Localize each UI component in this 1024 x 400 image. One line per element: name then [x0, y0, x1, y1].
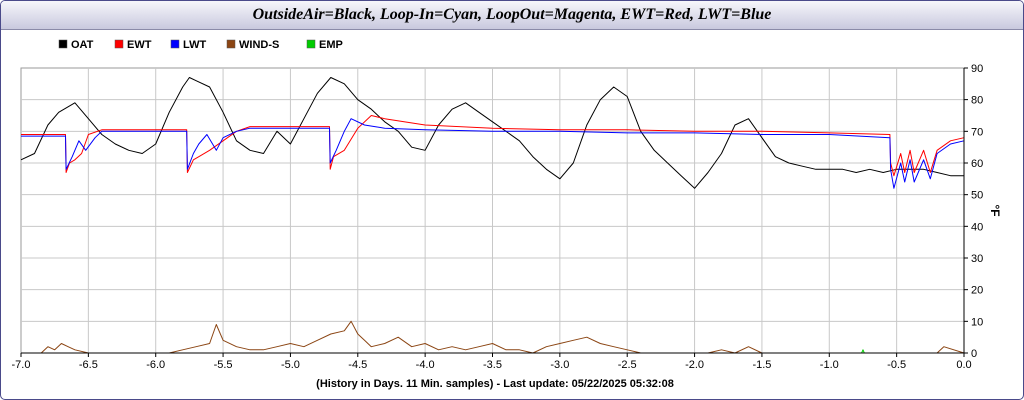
legend-entry: LWT — [183, 39, 206, 51]
x-tick-label: -6.5 — [79, 359, 98, 371]
x-tick-label: -2.0 — [685, 359, 704, 371]
x-tick-label: -1.0 — [820, 359, 839, 371]
x-tick-label: -7.0 — [12, 359, 31, 371]
legend-swatch — [170, 39, 180, 49]
legend-entry: OAT — [71, 39, 94, 51]
y-tick-label: 0 — [971, 348, 977, 360]
legend-swatch — [58, 39, 68, 49]
x-tick-label: 0.0 — [956, 359, 971, 371]
axes: 0 10 20 30 40 50 60 70 80 90 -7.0 -6.5 -6.0 -5.5 -5.0 -… — [12, 63, 984, 371]
x-tick-label: -4.5 — [348, 359, 367, 371]
legend-entry: WIND-S — [239, 39, 279, 51]
y-tick-label: 60 — [971, 158, 983, 170]
y-axis-label: °F — [988, 204, 1002, 216]
y-tick-label: 90 — [971, 63, 983, 75]
grid — [20, 67, 965, 354]
series-line-ewt — [21, 115, 965, 177]
series-line-oat — [20, 77, 964, 189]
x-tick-label: -0.5 — [887, 359, 906, 371]
legend-entry: EWT — [127, 39, 152, 51]
legend: OAT EWT LWT WIND-S EMP — [58, 39, 343, 51]
legend-swatch — [114, 39, 124, 49]
x-tick-label: -5.5 — [214, 359, 233, 371]
legend-swatch — [306, 39, 316, 49]
series-line-lwt — [21, 118, 965, 189]
x-tick-label: -3.5 — [483, 359, 502, 371]
x-tick-label: -6.0 — [146, 359, 165, 371]
y-tick-label: 80 — [971, 95, 983, 107]
y-tick-label: 10 — [971, 316, 983, 328]
chart-title: OutsideAir=Black, Loop-In=Cyan, LoopOut=… — [1, 1, 1023, 30]
legend-entry: EMP — [319, 39, 343, 51]
x-tick-label: -3.0 — [550, 359, 569, 371]
x-tick-label: -4.0 — [416, 359, 435, 371]
legend-swatch — [226, 39, 236, 49]
y-tick-label: 40 — [971, 221, 983, 233]
y-tick-label: 20 — [971, 285, 983, 297]
y-tick-label: 50 — [971, 190, 983, 202]
y-tick-label: 70 — [971, 126, 983, 138]
x-axis-label: (History in Days. 11 Min. samples) - Las… — [316, 378, 674, 390]
y-tick-label: 30 — [971, 253, 983, 265]
x-tick-label: -1.5 — [752, 359, 771, 371]
x-tick-label: -5.0 — [281, 359, 300, 371]
x-tick-label: -2.5 — [618, 359, 637, 371]
series-line-emp — [861, 349, 865, 354]
